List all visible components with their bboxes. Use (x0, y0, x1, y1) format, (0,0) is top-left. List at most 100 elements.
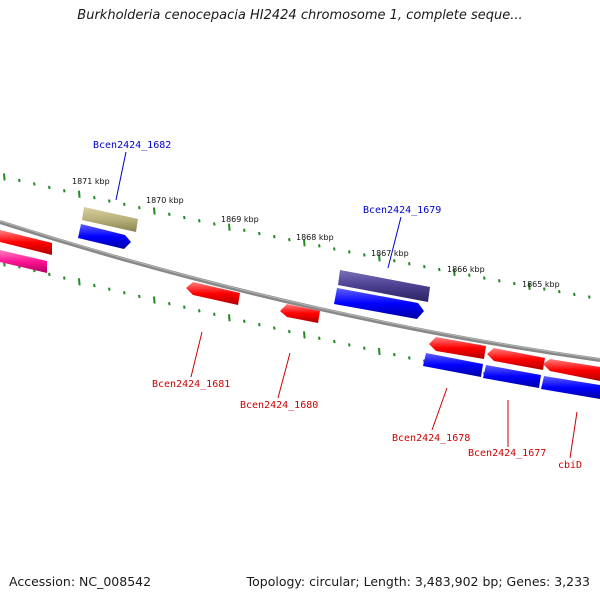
minor-tick (543, 287, 546, 291)
major-tick (528, 282, 531, 290)
minor-tick (183, 305, 186, 309)
kbp-label: 1866 kbp (447, 265, 485, 274)
kbp-label: 1871 kbp (72, 177, 110, 186)
minor-tick (348, 343, 351, 347)
minor-tick (363, 346, 366, 350)
minor-tick (513, 281, 516, 286)
minor-tick (498, 279, 501, 283)
major-tick (228, 223, 231, 231)
minor-tick (168, 301, 171, 306)
page-title: Burkholderia cenocepacia HI2424 chromoso… (77, 8, 523, 23)
minor-tick (333, 339, 336, 344)
minor-tick (408, 262, 411, 266)
major-tick (378, 254, 381, 262)
genome-summary-text: Topology: circular; Length: 3,483,902 bp… (246, 574, 590, 589)
minor-tick (393, 259, 396, 263)
minor-tick (123, 291, 126, 295)
major-tick (228, 314, 231, 322)
minor-tick (318, 336, 321, 340)
minor-tick (423, 264, 426, 269)
gene-feature-bcen2424-1679-cds[interactable] (334, 288, 424, 319)
gene-label-bcen2424-1678[interactable]: Bcen2424_1678 (392, 433, 470, 444)
minor-tick (258, 231, 261, 236)
minor-tick (483, 276, 486, 280)
gene-label-cbid[interactable]: cbiD (558, 460, 582, 471)
minor-tick (588, 295, 591, 299)
minor-tick (363, 253, 366, 257)
gene-feature-bcen2424-1682[interactable] (82, 207, 138, 232)
minor-tick (138, 294, 141, 299)
minor-tick (213, 222, 216, 226)
gene-feature-blue-cds-cbid[interactable] (541, 376, 600, 399)
minor-tick (198, 219, 201, 223)
minor-tick (63, 189, 66, 193)
minor-tick (138, 206, 141, 210)
major-tick (78, 278, 81, 286)
minor-tick (258, 322, 261, 327)
gene-feature-blue-cds-1678[interactable] (423, 353, 483, 377)
minor-tick (243, 319, 246, 323)
gene-feature-cbid[interactable] (543, 359, 600, 381)
minor-tick (408, 356, 411, 360)
gene-feature-bcen2424-1681[interactable] (186, 282, 240, 305)
gene-feature-bcen2424-1680[interactable] (280, 304, 320, 323)
minor-tick (183, 215, 186, 220)
accession-text: Accession: NC_008542 (9, 574, 152, 589)
kbp-label: 1867 kbp (371, 249, 409, 258)
minor-tick (318, 244, 321, 248)
gene-label-bcen2424-1682[interactable]: Bcen2424_1682 (93, 140, 171, 151)
major-tick (3, 173, 6, 181)
gene-feature-left-red[interactable] (0, 230, 52, 255)
minor-tick (93, 195, 96, 200)
gene-feature-blue-cds-1677[interactable] (483, 365, 541, 388)
minor-tick (33, 182, 36, 186)
major-tick (153, 207, 156, 215)
minor-tick (18, 178, 21, 183)
minor-tick (468, 273, 471, 277)
minor-tick (108, 199, 111, 203)
minor-tick (438, 267, 441, 272)
minor-tick (273, 326, 276, 330)
major-tick (453, 268, 456, 276)
gene-label-bcen2424-1681[interactable]: Bcen2424_1681 (152, 379, 230, 390)
label-leader-lines (115, 151, 578, 459)
gene-label-bcen2424-1679[interactable]: Bcen2424_1679 (363, 205, 441, 216)
gene-feature-bcen2424-1677[interactable] (487, 348, 545, 370)
minor-tick (168, 212, 171, 216)
minor-tick (288, 238, 291, 242)
major-tick (303, 239, 306, 247)
gene-feature-bcen2424-1682-cds[interactable] (78, 224, 131, 249)
minor-tick (123, 202, 126, 207)
gene-feature-left-magenta[interactable] (0, 250, 47, 273)
minor-tick (393, 353, 396, 357)
gene-label-bcen2424-1680[interactable]: Bcen2424_1680 (240, 400, 318, 411)
minor-tick (48, 272, 51, 277)
minor-tick (573, 292, 576, 297)
major-tick (378, 347, 381, 356)
outer-tick-row (3, 173, 591, 299)
major-tick (153, 296, 156, 304)
gene-feature-bcen2424-1678[interactable] (429, 337, 486, 359)
kbp-label: 1868 kbp (296, 233, 334, 242)
minor-tick (108, 287, 111, 291)
minor-tick (213, 312, 216, 316)
minor-tick (198, 309, 201, 313)
minor-tick (243, 228, 246, 233)
minor-tick (63, 276, 66, 280)
kbp-label: 1870 kbp (146, 196, 184, 205)
gene-label-bcen2424-1677[interactable]: Bcen2424_1677 (468, 448, 546, 459)
minor-tick (288, 329, 291, 334)
gene-feature-bcen2424-1679[interactable] (338, 270, 430, 302)
major-tick (78, 190, 81, 198)
kbp-label: 1865 kbp (522, 280, 560, 289)
kbp-label: 1869 kbp (221, 215, 259, 224)
major-tick (303, 331, 306, 339)
chromosome-backbone (0, 220, 600, 362)
minor-tick (348, 250, 351, 254)
minor-tick (273, 234, 276, 239)
minor-tick (558, 290, 561, 294)
minor-tick (48, 185, 51, 190)
minor-tick (93, 283, 96, 288)
minor-tick (333, 247, 336, 251)
